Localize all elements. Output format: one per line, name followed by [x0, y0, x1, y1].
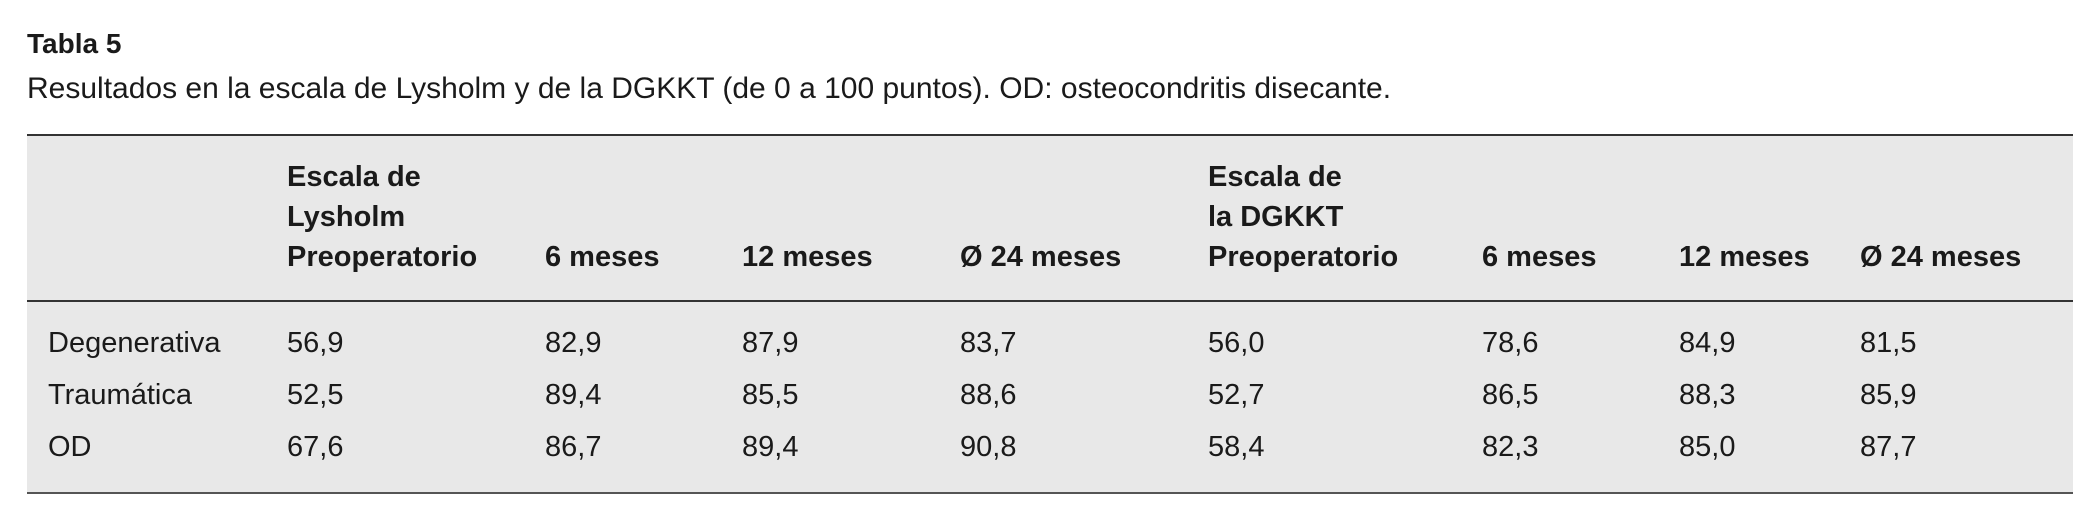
- table-cell: 67,6: [287, 431, 344, 463]
- table-cell: 56,9: [287, 327, 344, 359]
- table-cell: 88,3: [1679, 379, 1736, 411]
- table-title: Tabla 5: [27, 28, 122, 59]
- table-caption: Resultados en la escala de Lysholm y de …: [27, 72, 1392, 105]
- row-label: OD: [48, 431, 92, 463]
- table-cell: 81,5: [1860, 327, 1917, 359]
- table-cell: 86,5: [1482, 379, 1539, 411]
- table-cell: 78,6: [1482, 327, 1539, 359]
- header-cell: Preoperatorio: [1208, 241, 1399, 273]
- table-cell: 52,5: [287, 379, 344, 411]
- table-cell: 84,9: [1679, 327, 1736, 359]
- table-cell: 82,9: [545, 327, 602, 359]
- table-cell: 90,8: [960, 431, 1017, 463]
- table-cell: 82,3: [1482, 431, 1539, 463]
- table-cell: 89,4: [545, 379, 602, 411]
- table-cell: 52,7: [1208, 379, 1265, 411]
- table-background: [27, 134, 2073, 494]
- table-cell: 83,7: [960, 327, 1017, 359]
- header-rule: [27, 300, 2073, 302]
- table-cell: 58,4: [1208, 431, 1265, 463]
- table-cell: 88,6: [960, 379, 1017, 411]
- table-cell: 86,7: [545, 431, 602, 463]
- header-cell: Escala de: [287, 161, 421, 193]
- table-cell: 87,7: [1860, 431, 1917, 463]
- header-cell: 12 meses: [1679, 241, 1810, 273]
- row-label: Traumática: [48, 379, 192, 411]
- header-cell: 6 meses: [545, 241, 660, 273]
- header-cell: la DGKKT: [1208, 201, 1344, 233]
- table-cell: 87,9: [742, 327, 799, 359]
- header-cell: Lysholm: [287, 201, 406, 233]
- header-cell: Preoperatorio: [287, 241, 478, 273]
- header-cell: Escala de: [1208, 161, 1342, 193]
- header-cell: 12 meses: [742, 241, 873, 273]
- header-cell: Ø 24 meses: [960, 241, 1122, 273]
- table-cell: 85,9: [1860, 379, 1917, 411]
- table-cell: 85,5: [742, 379, 799, 411]
- table-cell: 85,0: [1679, 431, 1736, 463]
- table-cell: 89,4: [742, 431, 799, 463]
- row-label: Degenerativa: [48, 327, 221, 359]
- table-cell: 56,0: [1208, 327, 1265, 359]
- header-cell: Ø 24 meses: [1860, 241, 2022, 273]
- header-cell: 6 meses: [1482, 241, 1597, 273]
